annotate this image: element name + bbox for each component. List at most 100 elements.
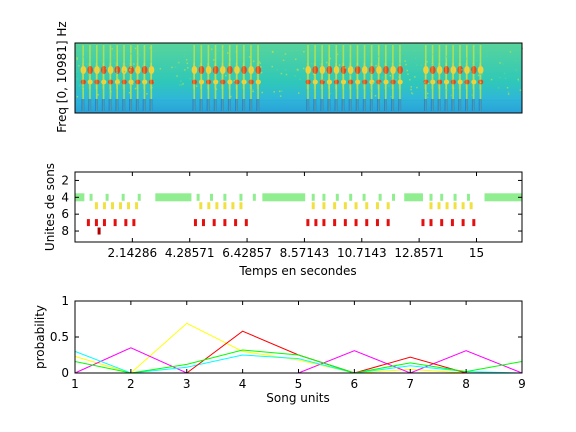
spec-column	[193, 45, 196, 111]
spec-noise	[302, 67, 305, 70]
spec-noise	[128, 69, 131, 71]
spec-harmonic-upper	[94, 66, 100, 74]
spec-harmonic-upper	[248, 66, 254, 74]
spec-column	[342, 45, 345, 111]
units-ytick-label: 6	[61, 207, 69, 221]
spec-noise	[423, 81, 426, 84]
spec-noise	[420, 64, 422, 67]
spec-noise	[201, 47, 204, 49]
spec-noise	[399, 62, 401, 65]
spec-column	[95, 45, 98, 111]
unit-tick	[132, 219, 136, 227]
spec-noise	[234, 67, 236, 69]
spec-noise	[507, 93, 510, 95]
unit-tick	[322, 219, 326, 227]
spec-noise	[273, 91, 275, 93]
spec-harmonic-upper	[220, 66, 226, 74]
spec-energy	[438, 63, 441, 89]
spec-noise	[499, 47, 502, 49]
spec-noise	[359, 79, 362, 82]
unit-tick	[386, 219, 390, 227]
spec-energy	[207, 63, 210, 89]
spec-noise	[290, 50, 293, 52]
spec-noise	[182, 83, 184, 85]
spec-noise	[431, 64, 433, 66]
spec-noise	[185, 59, 188, 61]
spec-noise	[130, 52, 132, 55]
spec-harmonic-lower	[390, 79, 396, 85]
spec-low-energy	[369, 99, 373, 111]
spec-noise	[480, 76, 483, 79]
unit-tick	[119, 202, 123, 210]
spec-noise	[381, 76, 384, 79]
spec-noise	[117, 78, 120, 81]
spec-noise	[78, 64, 80, 67]
spec-noise	[136, 55, 138, 57]
unit-tick	[322, 202, 326, 210]
spec-harmonic-upper	[390, 66, 396, 74]
unit-tick	[333, 219, 337, 227]
spec-energy	[129, 63, 132, 89]
spec-harmonic-lower	[312, 79, 318, 85]
spec-column	[116, 45, 119, 111]
spec-noise	[347, 66, 350, 68]
spec-column	[349, 45, 352, 111]
spec-column	[314, 45, 316, 111]
units-xtick-label: 12.8571	[394, 246, 444, 260]
spec-harmonic-upper	[376, 66, 382, 74]
spec-noise	[477, 52, 479, 54]
spec-energy	[334, 63, 337, 89]
spec-noise	[427, 82, 430, 85]
spec-noise	[117, 76, 119, 78]
unit-tick	[215, 202, 219, 210]
spec-harmonic-upper	[464, 66, 470, 74]
spec-noise	[123, 70, 126, 73]
spec-energy	[115, 63, 118, 89]
spec-noise	[303, 50, 305, 53]
probability-frame	[74, 300, 523, 374]
spec-noise	[105, 67, 108, 70]
spec-noise	[410, 86, 413, 88]
spec-harmonic-upper	[121, 66, 128, 74]
spec-harmonic-lower	[114, 79, 121, 85]
spec-noise	[134, 87, 137, 90]
spec-noise	[151, 86, 153, 89]
spec-harmonic-lower	[206, 79, 212, 85]
spec-noise	[186, 62, 189, 65]
spec-noise	[226, 52, 229, 54]
spec-noise	[490, 78, 493, 81]
spec-low-energy	[478, 99, 482, 111]
spec-harmonic-lower	[464, 79, 470, 85]
spec-noise	[407, 73, 409, 75]
spec-noise	[134, 47, 137, 50]
spec-noise	[411, 92, 413, 94]
probability-axes: 1 2 3 4 5 6 7 8 9 0 0.5 1	[50, 294, 526, 391]
spec-column	[377, 45, 380, 111]
spec-column	[136, 45, 139, 111]
prob-xtick-label: 9	[518, 377, 526, 391]
unit-tick	[223, 193, 227, 201]
units-axes: 2.14286 4.28571 6.42857 8.57143 10.7143 12.85…	[61, 172, 522, 260]
spec-noise	[260, 71, 263, 74]
spec-low-energy	[199, 99, 203, 111]
units-ylabel: Unites de sons	[43, 163, 57, 251]
spec-harmonic-lower	[191, 79, 198, 85]
unit-tick	[201, 219, 205, 227]
unit-tick	[199, 202, 203, 210]
spec-low-energy	[227, 99, 231, 111]
spec-harmonic-upper	[471, 66, 477, 74]
spec-noise	[374, 95, 377, 97]
units-panel: 2.14286 4.28571 6.42857 8.57143 10.7143 12.85…	[43, 163, 523, 278]
spec-noise	[248, 56, 251, 58]
spec-column	[221, 45, 224, 111]
spec-noise	[215, 88, 218, 90]
spec-noise	[115, 69, 118, 71]
spec-noise	[284, 53, 287, 55]
unit-tick	[196, 193, 200, 201]
spec-noise	[184, 69, 186, 71]
unit-tick	[375, 202, 379, 210]
spec-noise	[112, 50, 114, 52]
spec-harmonic-upper	[450, 66, 457, 74]
spec-energy	[313, 63, 316, 89]
spec-column	[307, 45, 309, 111]
